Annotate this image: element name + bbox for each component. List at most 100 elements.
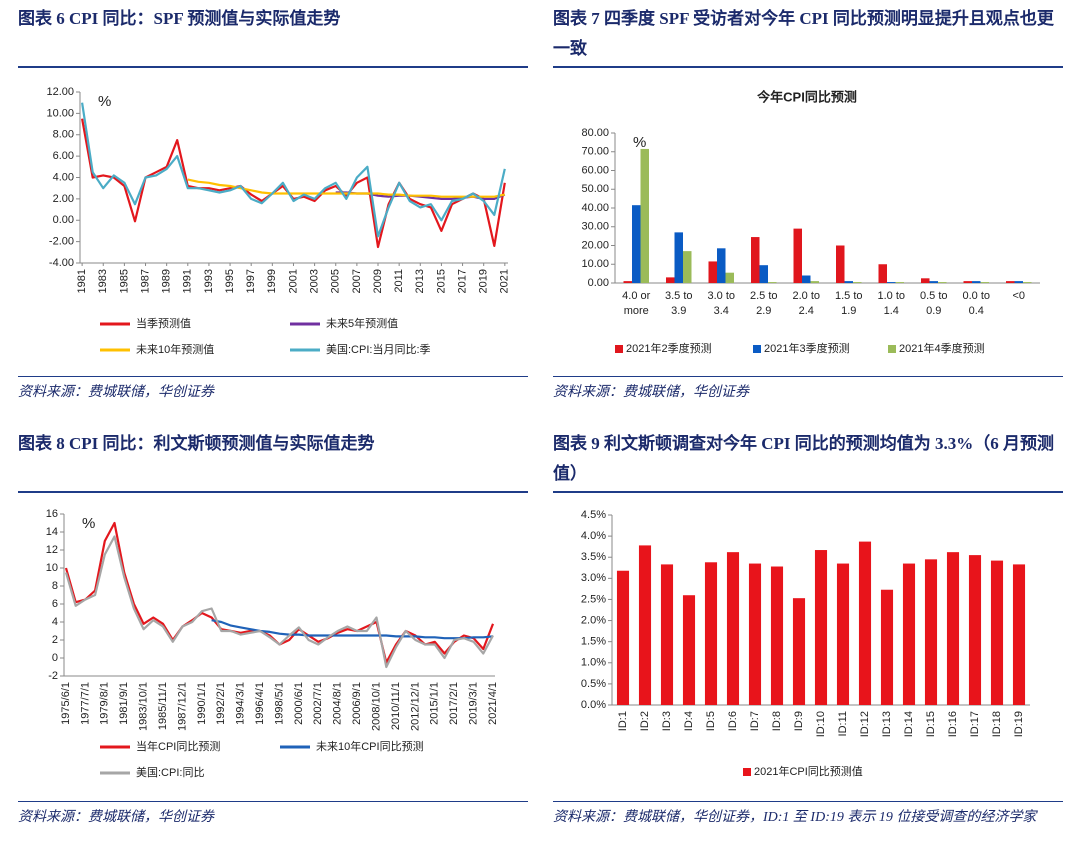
x-tick-label: ID:17 (969, 711, 981, 737)
y-tick-label: -2 (48, 670, 58, 682)
x-tick-label: 1994/3/1 (235, 682, 247, 725)
unit-label: % (98, 93, 111, 110)
y-tick-label: 50.00 (581, 183, 609, 195)
y-tick-label: 12.00 (46, 86, 74, 98)
bar (924, 559, 938, 705)
legend-swatch (615, 345, 623, 353)
legend-label: 2021年4季度预测 (899, 341, 985, 355)
y-tick-label: 2 (52, 634, 58, 646)
bar (844, 281, 853, 283)
x-tick-label: 1975/6/1 (60, 682, 72, 725)
source: 资料来源：费城联储，华创证券 (18, 376, 528, 405)
y-tick-label: -2.00 (49, 236, 74, 248)
y-tick-label: 40.00 (581, 202, 609, 214)
y-tick-label: 0.0% (581, 699, 606, 711)
legend-label: 美国:CPI:同比 (136, 766, 204, 779)
line (64, 535, 494, 669)
x-tick-label: 1991 (182, 269, 194, 293)
x-tick-label: ID:5 (705, 711, 717, 731)
x-tick-label: 2012/12/1 (409, 682, 421, 731)
unit-label: % (633, 134, 646, 151)
y-tick-label: 8.00 (53, 129, 74, 141)
x-tick-label: 2.5 to 2.9 (749, 290, 778, 317)
x-tick-label: 2010/11/1 (390, 682, 402, 730)
unit-label: % (82, 515, 95, 532)
x-tick-label: 1.0 to 1.4 (877, 290, 906, 317)
x-tick-label: 2021 (499, 269, 511, 293)
chart: 0.0% 0.5% 1.0% 1.5% 2.0% 2.5% 3.0% 3.5% 4.0% 4.5%… (553, 495, 1063, 800)
caption: 图表 7 四季度 SPF 受访者对今年 CPI 同比预测明显提升且观点也更一致 (553, 0, 1063, 68)
x-tick-label: 2002/7/1 (312, 682, 324, 725)
x-tick-label: 2001 (287, 269, 299, 293)
x-tick-label: ID:15 (925, 711, 937, 737)
legend-label: 美国:CPI:当月同比:季 (326, 342, 431, 356)
x-tick-label: 2005 (330, 269, 342, 293)
x-tick-label: 1989 (161, 269, 173, 293)
bar (853, 282, 862, 283)
y-tick-label: 3.5% (581, 551, 606, 563)
line (81, 118, 506, 249)
bar (963, 281, 972, 283)
y-tick-label: 30.00 (581, 221, 609, 233)
y-tick-label: 3.0% (581, 572, 606, 584)
x-tick-label: 1990/1/1 (196, 682, 208, 725)
y-tick-label: 2.0% (581, 614, 606, 626)
bar (980, 282, 989, 283)
x-tick-label: 3.5 to 3.9 (664, 290, 693, 317)
chart: -4.00 -2.00 0.00 2.00 4.00 6.00 8.00 10.00 12.00… (18, 70, 528, 375)
y-tick-label: 1.0% (581, 657, 606, 669)
y-tick-label: 4 (52, 616, 58, 628)
y-tick-label: 1.5% (581, 636, 606, 648)
x-tick-label: 1997 (245, 269, 257, 293)
x-tick-label: 2000/6/1 (293, 682, 305, 725)
y-tick-label: 10 (46, 562, 58, 574)
legend-label: 2021年CPI同比预测值 (754, 764, 863, 778)
bar (792, 598, 806, 705)
x-tick-label: 1981/9/1 (118, 682, 130, 725)
bar (682, 595, 696, 705)
x-tick-label: 2006/9/1 (351, 682, 363, 725)
x-tick-label: 2015/1/1 (429, 682, 441, 725)
x-tick-label: 2013 (414, 269, 426, 293)
y-tick-label: 4.00 (53, 171, 74, 183)
x-tick-label: 1977/7/1 (79, 682, 91, 725)
bar (748, 563, 762, 705)
x-tick-label: 2011 (393, 269, 405, 293)
bar (770, 566, 784, 705)
x-tick-label: 2019/3/1 (467, 682, 479, 725)
source: 资料来源：费城联储，华创证券，ID:1 至 ID:19 表示 19 位接受调查的… (553, 801, 1063, 830)
y-tick-label: 0.5% (581, 678, 606, 690)
bar (810, 281, 819, 283)
x-tick-label: ID:4 (683, 711, 695, 731)
bar (836, 245, 845, 283)
bar (895, 282, 904, 283)
x-tick-label: ID:1 (617, 711, 629, 731)
x-tick-label: 2015 (435, 269, 447, 293)
bar (751, 237, 760, 283)
legend-label: 2021年2季度预测 (626, 341, 712, 355)
bar (1023, 282, 1032, 283)
y-tick-label: 0 (52, 652, 58, 664)
x-tick-label: 1998/5/1 (273, 682, 285, 725)
x-tick-label: ID:2 (639, 711, 651, 731)
caption: 图表 6 CPI 同比：SPF 预测值与实际值走势 (18, 0, 528, 68)
line (187, 178, 506, 198)
y-tick-label: 16 (46, 508, 58, 520)
x-tick-label: 3.0 to 3.4 (707, 290, 736, 317)
y-tick-label: 12 (46, 544, 58, 556)
legend-label: 未来10年CPI同比预测 (316, 739, 424, 753)
x-tick-label: 1992/2/1 (215, 682, 227, 725)
x-tick-label: ID:3 (661, 711, 673, 731)
bar (1012, 564, 1026, 705)
line (81, 102, 506, 238)
bar (902, 563, 916, 705)
x-tick-label: ID:10 (815, 711, 827, 737)
y-tick-label: 70.00 (581, 146, 609, 158)
figure: 图表 8 CPI 同比：利文斯顿预测值与实际值走势 -2 0 2 4 6 8 10 12 14 1… (18, 425, 528, 830)
x-tick-label: 1985 (118, 269, 130, 293)
bar (768, 282, 777, 283)
x-tick-label: 1.5 to 1.9 (834, 290, 863, 317)
x-tick-label: ID:7 (749, 711, 761, 731)
chart: -2 0 2 4 6 8 10 12 14 16% 1975/6/1 1977/7/1 1979/8/1… (18, 495, 528, 800)
y-tick-label: 4.5% (581, 509, 606, 521)
